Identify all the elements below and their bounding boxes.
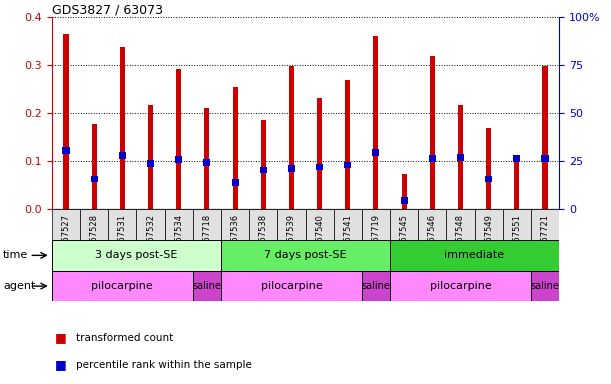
Bar (193, 271, 221, 301)
Bar (390, 240, 559, 271)
Bar (120, 47, 125, 209)
Text: ■: ■ (55, 331, 67, 344)
Text: GSM367719: GSM367719 (371, 214, 381, 265)
Text: pilocarpine: pilocarpine (430, 281, 491, 291)
Bar (457, 154, 464, 161)
Bar (514, 159, 519, 209)
Bar (430, 56, 435, 209)
Bar (362, 209, 390, 240)
Bar (541, 156, 549, 162)
Text: agent: agent (3, 281, 35, 291)
Bar (193, 209, 221, 240)
Bar (317, 98, 322, 209)
Bar (147, 160, 154, 167)
Text: GSM367536: GSM367536 (230, 214, 240, 265)
Bar (92, 124, 97, 209)
Bar (362, 271, 390, 301)
Bar (52, 240, 221, 271)
Bar (204, 109, 210, 209)
Bar (345, 80, 350, 209)
Bar (277, 209, 306, 240)
Text: pilocarpine: pilocarpine (260, 281, 322, 291)
Bar (52, 209, 80, 240)
Bar (458, 105, 463, 209)
Bar (485, 175, 492, 182)
Bar (503, 209, 531, 240)
Text: GSM367539: GSM367539 (287, 214, 296, 265)
Bar (249, 209, 277, 240)
Bar (447, 209, 475, 240)
Text: GSM367548: GSM367548 (456, 214, 465, 265)
Text: time: time (3, 250, 28, 260)
Text: GDS3827 / 63073: GDS3827 / 63073 (52, 3, 163, 16)
Text: 7 days post-SE: 7 days post-SE (264, 250, 347, 260)
Text: ■: ■ (55, 358, 67, 371)
Bar (543, 66, 547, 209)
Text: immediate: immediate (444, 250, 505, 260)
Bar (176, 69, 181, 209)
Text: GSM367538: GSM367538 (258, 214, 268, 265)
Bar (429, 156, 436, 162)
Bar (390, 209, 418, 240)
Bar (52, 271, 193, 301)
Bar (418, 209, 447, 240)
Text: GSM367532: GSM367532 (146, 214, 155, 265)
Text: GSM367546: GSM367546 (428, 214, 437, 265)
Text: GSM367545: GSM367545 (400, 214, 409, 265)
Bar (531, 209, 559, 240)
Bar (344, 162, 351, 169)
Text: GSM367718: GSM367718 (202, 214, 211, 265)
Text: GSM367531: GSM367531 (118, 214, 127, 265)
Text: GSM367534: GSM367534 (174, 214, 183, 265)
Bar (261, 121, 266, 209)
Text: percentile rank within the sample: percentile rank within the sample (76, 360, 252, 370)
Bar (260, 167, 267, 173)
Text: saline: saline (530, 281, 560, 291)
Text: transformed count: transformed count (76, 333, 174, 343)
Text: saline: saline (192, 281, 221, 291)
Text: GSM367527: GSM367527 (62, 214, 70, 265)
Bar (203, 159, 210, 166)
Text: GSM367528: GSM367528 (90, 214, 99, 265)
Text: 3 days post-SE: 3 days post-SE (95, 250, 178, 260)
Bar (119, 152, 126, 159)
Bar (80, 209, 108, 240)
Bar (90, 175, 98, 182)
Bar (288, 165, 295, 172)
Text: GSM367549: GSM367549 (484, 214, 493, 265)
Bar (62, 147, 70, 154)
Bar (401, 174, 407, 209)
Bar (164, 209, 193, 240)
Bar (486, 128, 491, 209)
Bar (475, 209, 503, 240)
Bar (136, 209, 164, 240)
Bar (316, 164, 323, 170)
Bar (233, 88, 238, 209)
Bar (221, 240, 390, 271)
Bar (175, 156, 182, 163)
Bar (513, 156, 521, 162)
Bar (148, 105, 153, 209)
Bar (401, 197, 408, 204)
Bar (232, 179, 239, 186)
Bar (221, 271, 362, 301)
Text: GSM367540: GSM367540 (315, 214, 324, 265)
Text: saline: saline (362, 281, 390, 291)
Bar (390, 271, 531, 301)
Bar (108, 209, 136, 240)
Bar (531, 271, 559, 301)
Bar (306, 209, 334, 240)
Text: GSM367541: GSM367541 (343, 214, 353, 265)
Bar (64, 34, 68, 209)
Bar (221, 209, 249, 240)
Bar (372, 149, 379, 156)
Bar (334, 209, 362, 240)
Text: GSM367721: GSM367721 (541, 214, 549, 265)
Bar (373, 36, 378, 209)
Text: pilocarpine: pilocarpine (92, 281, 153, 291)
Bar (289, 66, 294, 209)
Text: GSM367551: GSM367551 (512, 214, 521, 265)
